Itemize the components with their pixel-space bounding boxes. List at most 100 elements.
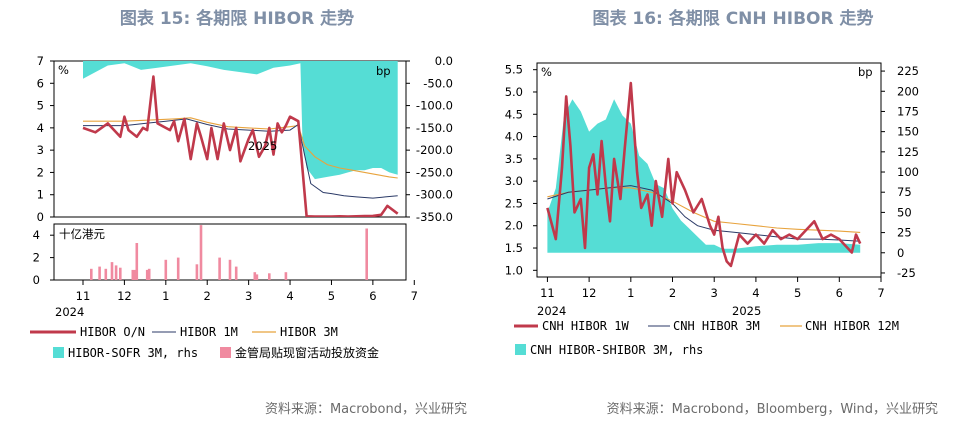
chart16-legend-1w: CNH HIBOR 1W [542,319,629,333]
chart16-right-tick-label: 150 [897,125,919,139]
chart15-legend-spread: HIBOR-SOFR 3M, rhs [68,346,198,360]
chart15-x-tick-label: 5 [328,289,335,303]
chart15-bar [268,273,271,280]
chart15-sub-unit: 十亿港元 [59,227,105,241]
chart16-x-tick-label: 1 [627,286,634,300]
chart16-series-cnh-1w [546,81,862,268]
chart15-bar [199,225,203,280]
chart15-left-tick-label: 5 [37,99,44,113]
chart16-right-tick-label: 25 [897,226,912,240]
chart15-bar [145,269,149,280]
chart15-legend-on: HIBOR O/N [80,325,145,339]
chart15-x-tick-label: 3 [245,289,252,303]
chart16-right-tick-label: 175 [897,104,919,118]
chart15-left-unit: % [58,63,69,77]
chart16: 1.01.52.02.53.03.54.04.55.05.5-250255075… [505,62,938,417]
chart16-x-tick-label: 7 [877,286,884,300]
chart15-year-2024: 2024 [55,305,84,319]
chart16-right-tick-label: 0 [897,246,904,260]
chart15-bar [234,266,238,280]
chart15-x-tick-label: 11 [76,289,91,303]
chart16-left-tick-label: 2.0 [505,219,523,233]
chart16-x-tick-label: 6 [836,286,843,300]
chart15-bar [284,272,288,280]
chart15-left-tick-label: 7 [37,54,44,68]
chart15-series-hibor-on [82,75,399,217]
chart15-right-tick-label: -300.0 [416,188,453,202]
chart15-legend-swatch-hkma [220,347,231,358]
chart15-bar [147,268,151,280]
chart16-x-tick-label: 3 [711,286,718,300]
chart15-source: 资料来源：Macrobond，兴业研究 [265,402,467,417]
chart16-x-tick-label: 4 [752,286,759,300]
chart15-right-tick-label: -350.0 [416,210,453,224]
chart16-right-tick-label: 200 [897,84,919,98]
chart15-legend-1m: HIBOR 1M [180,325,238,339]
chart15-left-tick-label: 3 [37,143,44,157]
chart15-sub-tick-label: 2 [33,251,40,265]
chart16-left-tick-label: 5.5 [505,63,523,77]
chart16-right-tick-label: 50 [897,205,912,219]
chart15-series-spread-area [83,61,398,180]
chart16-left-tick-label: 4.5 [505,107,523,121]
chart15-bar [114,265,118,280]
chart15-year-2025: 2025 [248,139,277,153]
chart16-legend-3m: CNH HIBOR 3M [673,319,760,333]
chart15-sub-tick-label: 4 [33,228,40,242]
chart16-legend-spread: CNH HIBOR-SHIBOR 3M, rhs [530,343,703,357]
chart15-bar [131,269,136,280]
chart15-bar [164,259,168,280]
chart16-year-2024: 2024 [537,304,566,318]
chart15-bar [135,243,139,280]
chart15-left-tick-label: 0 [37,210,44,224]
chart16-title: 图表 16: 各期限 CNH HIBOR 走势 [592,8,873,29]
chart15-bar [195,264,199,280]
chart15-series-hibor-1m [83,118,398,199]
chart16-left-tick-label: 4.0 [505,130,523,144]
chart16-right-tick-label: 225 [897,64,919,78]
chart16-series-cnh-3m [547,185,861,242]
chart15-series-hibor-3m [83,117,398,179]
chart15-bar [218,257,221,280]
chart16-right-tick-label: 125 [897,145,919,159]
chart16-legend-swatch-spread [515,344,526,355]
chart16-source: 资料来源：Macrobond，Bloomberg，Wind，兴业研究 [607,402,938,417]
chart16-right-tick-label: 75 [897,185,912,199]
chart16-x-tick-label: 2 [669,286,676,300]
chart15-bar [104,268,108,280]
chart15-title: 图表 15: 各期限 HIBOR 走势 [120,8,354,29]
chart15-right-tick-label: -100.0 [416,99,453,113]
chart15-x-tick-label: 2 [204,289,211,303]
chart15-right-tick-label: -150.0 [416,121,453,135]
chart16-left-tick-label: 5.0 [505,85,523,99]
chart15-bar [110,262,114,280]
chart16-left-tick-label: 1.5 [505,241,523,255]
chart15-x-tick-label: 1 [162,289,169,303]
chart15-bar [176,257,180,280]
chart15-left-tick-label: 4 [37,121,44,135]
chart15-x-tick-label: 12 [117,289,132,303]
chart16-x-tick-label: 12 [582,286,597,300]
chart16-legend-12m: CNH HIBOR 12M [805,319,899,333]
chart15-legend-swatch-spread [53,347,64,358]
chart15-right-tick-label: -250.0 [416,165,453,179]
chart16-year-2025: 2025 [732,304,761,318]
chart15-left-tick-label: 1 [37,188,44,202]
chart15-x-tick-label: 4 [286,289,293,303]
chart16-x-tick-label: 5 [794,286,801,300]
chart15-legend-3m: HIBOR 3M [280,325,338,339]
chart15-left-tick-label: 2 [37,165,44,179]
chart15-bar [253,272,257,280]
chart15-bar [228,259,232,280]
chart15-x-tick-label: 6 [369,289,376,303]
chart16-left-tick-label: 1.0 [505,263,523,277]
chart16-x-tick-label: 11 [540,286,555,300]
chart16-right-unit: bp [858,65,873,79]
chart15-sub-tick-label: 0 [33,273,40,287]
chart15-legend-hkma: 金管局贴现窗活动投放资金 [235,345,379,360]
chart16-left-tick-label: 3.0 [505,174,523,188]
chart15-bar [119,267,122,280]
chart15-left-tick-label: 6 [37,76,44,90]
